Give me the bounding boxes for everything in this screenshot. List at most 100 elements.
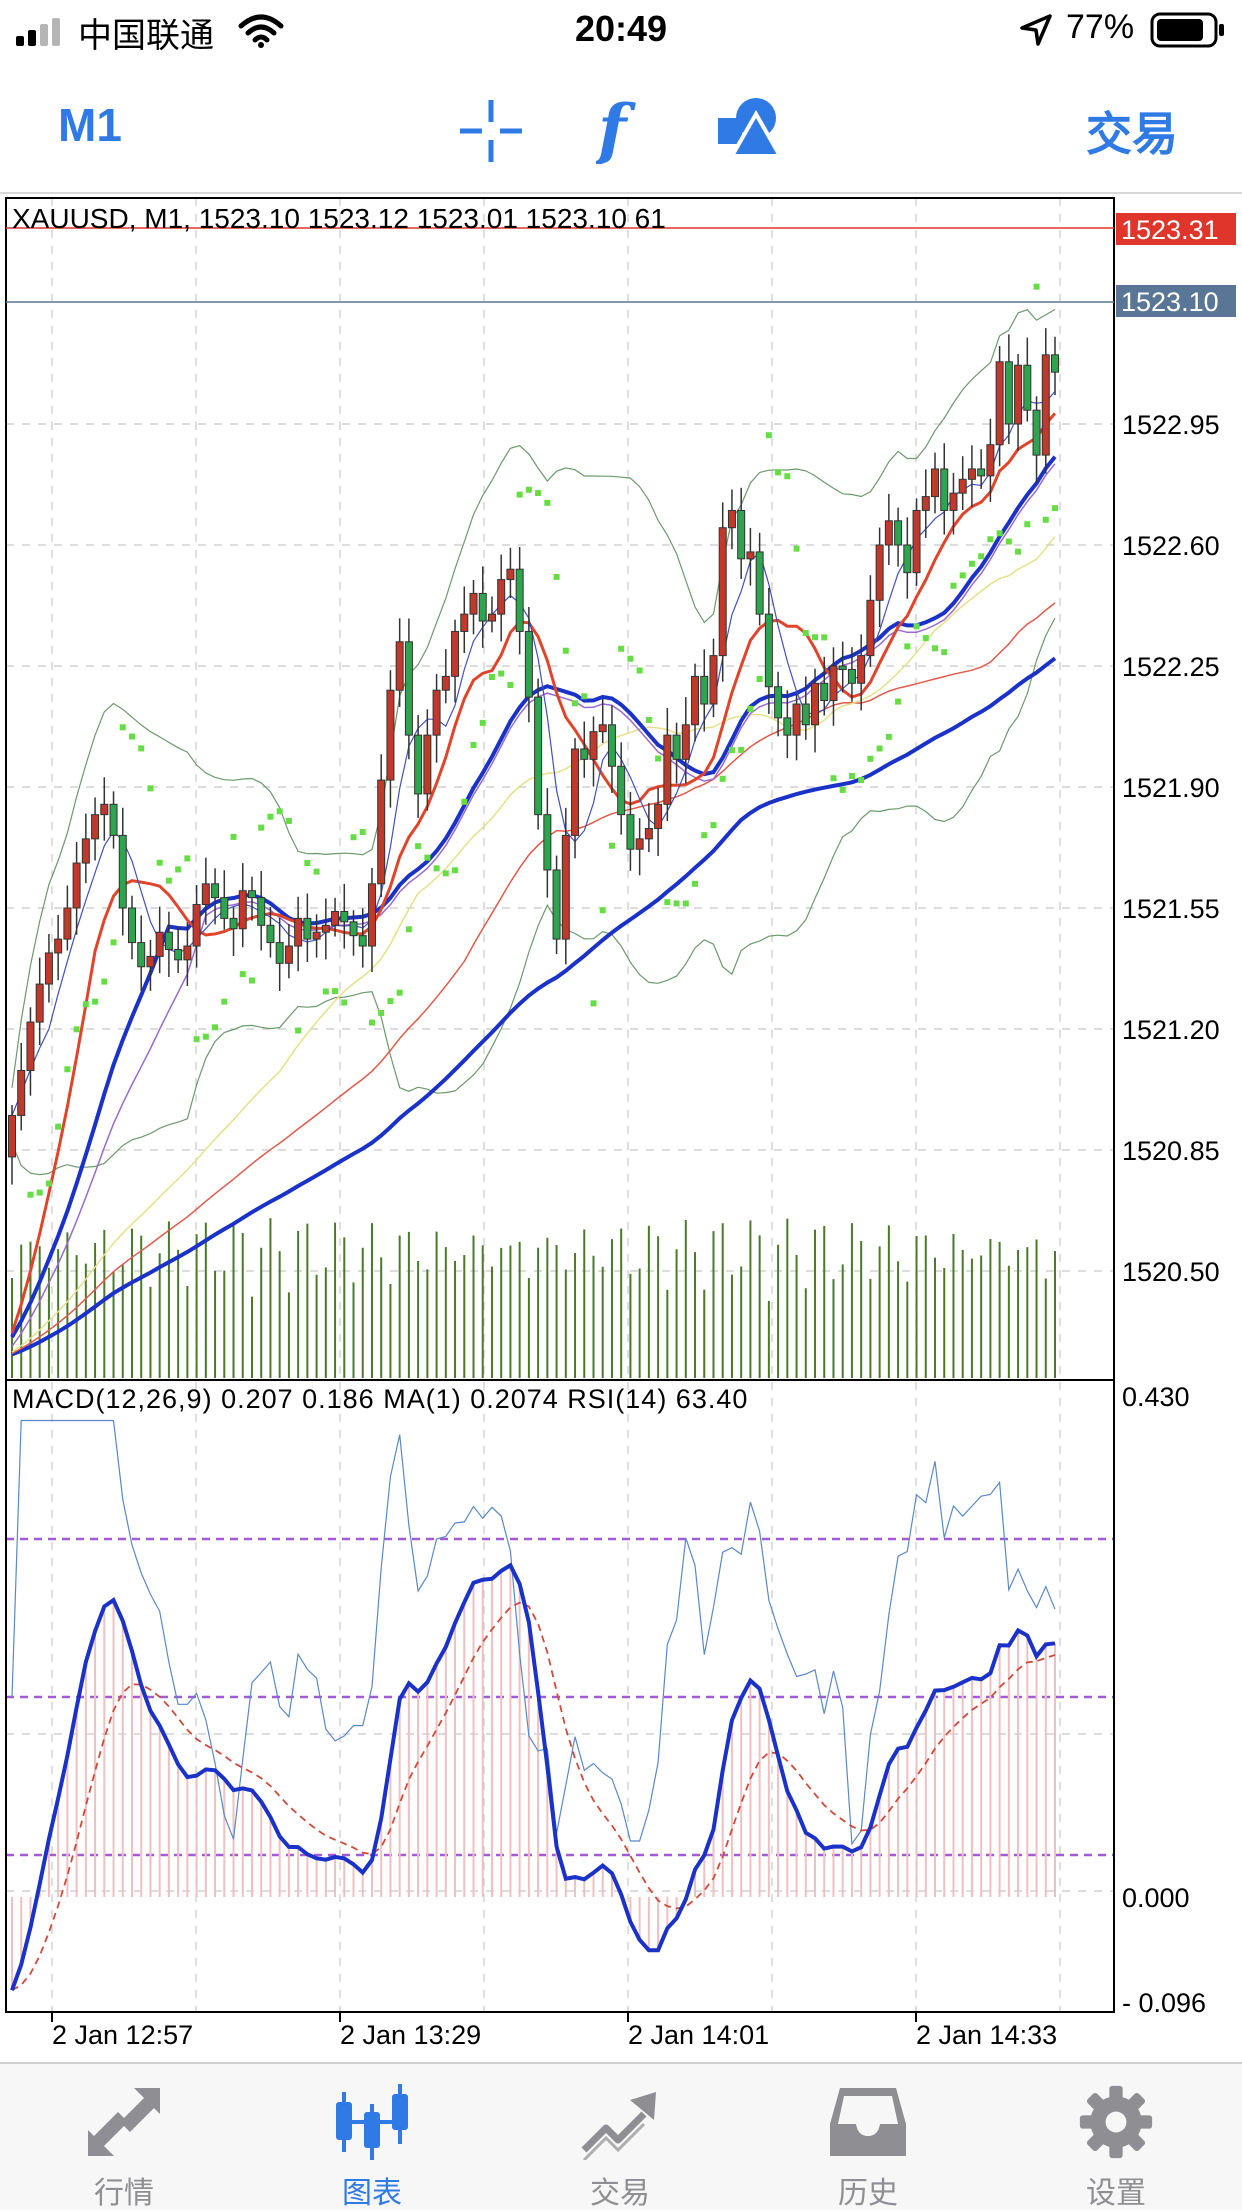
sar-dot xyxy=(719,775,726,782)
sar-dot xyxy=(332,988,339,995)
candle-body xyxy=(792,703,801,736)
candle-body xyxy=(441,675,450,691)
shapes-icon[interactable] xyxy=(716,94,782,160)
candle-body xyxy=(580,748,589,760)
sar-dot xyxy=(959,572,966,579)
sar-dot xyxy=(1042,516,1049,523)
candle-body xyxy=(81,838,90,864)
sar-dot xyxy=(147,785,154,792)
price-tick-label: 1522.25 xyxy=(1122,652,1220,682)
sar-dot xyxy=(239,971,246,978)
sar-dot xyxy=(73,1026,80,1033)
sar-dot xyxy=(968,560,975,567)
crosshair-icon[interactable] xyxy=(458,98,524,164)
candle-body xyxy=(884,520,893,546)
candle-body xyxy=(949,492,958,511)
candle-body xyxy=(192,904,201,947)
candle-body xyxy=(986,444,995,477)
chart-canvas[interactable]: 1523.31 1523.10 1522.951522.601522.25152… xyxy=(0,194,1242,2064)
tab-settings[interactable]: 设置 xyxy=(992,2064,1240,2210)
sar-dot xyxy=(193,1036,200,1043)
sar-dot xyxy=(830,775,837,782)
sar-dot xyxy=(858,777,865,784)
status-bar: 中国联通 20:49 77% xyxy=(0,0,1242,62)
sar-dot xyxy=(230,833,237,840)
candle-body xyxy=(644,827,653,840)
ma-line-30 xyxy=(11,536,1056,1353)
candle-body xyxy=(211,883,220,899)
sar-dot xyxy=(276,808,283,815)
sar-dot xyxy=(987,536,994,543)
candle-body xyxy=(478,592,487,622)
sar-dot xyxy=(45,1180,52,1187)
tab-label-chart: 图表 xyxy=(342,2177,402,2210)
sar-dot xyxy=(368,1019,375,1026)
candle-body xyxy=(395,641,404,691)
candle-body xyxy=(275,942,284,964)
sar-dot xyxy=(941,649,948,656)
sar-dot xyxy=(433,865,440,872)
quotes-arrows-icon xyxy=(88,2088,160,2156)
sar-dot xyxy=(535,490,542,497)
indicator-tick-label: 0.430 xyxy=(1122,1382,1190,1412)
sar-dot xyxy=(415,843,422,850)
sar-dot xyxy=(848,772,855,779)
timeframe-button[interactable]: M1 xyxy=(58,99,122,151)
candle-body xyxy=(44,952,53,985)
sar-dot xyxy=(821,634,828,641)
tab-history[interactable]: 历史 xyxy=(744,2064,992,2210)
sar-dot xyxy=(442,870,449,877)
candle-body xyxy=(174,948,183,961)
candle-body xyxy=(737,509,746,560)
candle-body xyxy=(506,568,515,581)
candle-body xyxy=(460,613,469,632)
ma-line-50 xyxy=(11,602,1056,1355)
sar-dot xyxy=(996,530,1003,537)
candle-body xyxy=(155,931,164,957)
candle-body xyxy=(63,907,72,940)
sar-dot xyxy=(581,693,588,700)
candle-body xyxy=(118,834,127,909)
candle-body xyxy=(783,717,792,736)
candle-body xyxy=(921,496,930,511)
candle-body xyxy=(100,803,109,816)
sar-dot xyxy=(775,469,782,476)
candlesticks xyxy=(8,328,1059,1185)
trade-button[interactable]: 交易 xyxy=(1086,108,1178,160)
function-icon[interactable]: f xyxy=(596,92,646,164)
candle-body xyxy=(1041,354,1050,456)
candle-body xyxy=(571,748,580,836)
candle-body xyxy=(54,938,63,954)
tab-chart[interactable]: 图表 xyxy=(248,2064,496,2210)
sar-dot xyxy=(258,824,265,831)
candle-body xyxy=(35,983,44,1023)
sar-dot xyxy=(978,553,985,560)
candle-body xyxy=(691,675,700,726)
candle-body xyxy=(543,814,552,871)
bid-price-label-bg xyxy=(1116,285,1236,317)
sar-dot xyxy=(525,486,532,493)
time-axis: 2 Jan 12:57 2 Jan 13:29 2 Jan 14:01 2 Jan 1… xyxy=(51,2012,1057,2050)
candle-body xyxy=(137,942,146,968)
chart-info-line: XAUUSD, M1, 1523.10 1523.12 1523.01 1523… xyxy=(12,203,666,234)
price-chart[interactable]: 1523.31 1523.10 1522.95 1522.60 1522.25 152… xyxy=(0,194,1242,2064)
moving-averages xyxy=(10,391,1057,1357)
sar-dot xyxy=(544,499,551,506)
sar-dot xyxy=(950,582,957,589)
tab-bar: 行情 图表 交易 历史 xyxy=(0,2062,1242,2210)
sar-dot xyxy=(156,859,163,866)
candle-body xyxy=(349,921,358,937)
candle-body xyxy=(958,478,967,494)
candle-body xyxy=(635,838,644,850)
sar-dot xyxy=(507,682,514,689)
candle-body xyxy=(247,890,256,899)
candle-body xyxy=(432,689,441,736)
candle-body xyxy=(377,779,386,885)
volume-bars xyxy=(11,1218,1056,1378)
tab-quotes[interactable]: 行情 xyxy=(0,2064,248,2210)
tab-trade[interactable]: 交易 xyxy=(496,2064,744,2210)
sar-dot xyxy=(895,698,902,705)
price-tick-label: 1520.50 xyxy=(1122,1257,1220,1287)
candle-body xyxy=(774,686,783,719)
candle-body xyxy=(838,665,847,670)
